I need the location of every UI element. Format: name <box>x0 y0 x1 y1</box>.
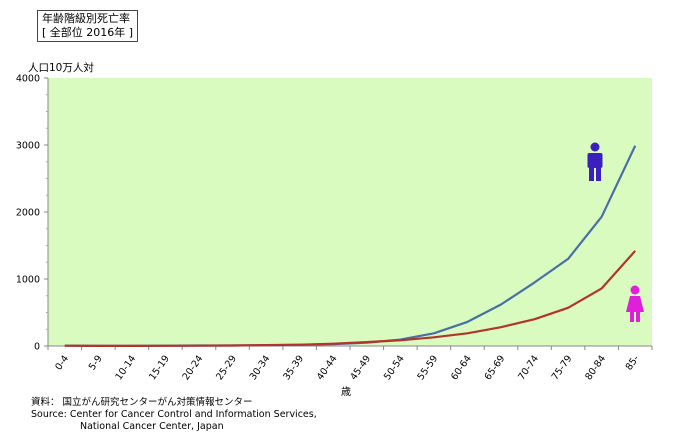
male-figure-icon <box>590 142 600 152</box>
x-tick-label: 75-79 <box>550 353 575 382</box>
male-figure-icon <box>587 153 603 168</box>
y-axis-label: 人口10万人対 <box>28 62 94 74</box>
y-tick-label: 1000 <box>16 275 40 286</box>
chart-title-line-1: 年齢階級別死亡率 <box>42 12 130 25</box>
x-tick-label: 15-19 <box>147 353 172 382</box>
x-tick-label: 10-14 <box>113 353 138 382</box>
x-axis-label: 歳 <box>341 387 351 398</box>
source-line-3: National Cancer Center, Japan <box>80 421 224 432</box>
female-figure-icon <box>630 312 634 322</box>
male-figure-icon <box>596 167 601 181</box>
source-line-1: 資料： 国立がん研究センターがん対策情報センター <box>31 397 253 408</box>
female-figure-icon <box>630 285 640 295</box>
female-series-line <box>64 250 637 347</box>
x-tick-label: 60-64 <box>449 353 474 382</box>
x-tick-label: 80-84 <box>583 353 608 382</box>
female-figure-icon <box>626 296 644 312</box>
x-tick-label: 25-29 <box>214 353 239 382</box>
x-tick-label: 30-34 <box>248 353 273 382</box>
x-tick-label: 85- <box>624 353 642 372</box>
x-tick-label: 70-74 <box>516 353 541 382</box>
male-figure-icon <box>589 167 594 181</box>
x-tick-label: 50-54 <box>382 353 407 382</box>
chart-title-line-2: [ 全部位 2016年 ] <box>42 26 134 39</box>
y-tick-label: 0 <box>34 342 40 353</box>
x-tick-label: 20-24 <box>181 353 206 382</box>
source-line-2: Source: Center for Cancer Control and In… <box>31 409 317 420</box>
x-tick-label: 65-69 <box>483 353 508 382</box>
female-figure-icon <box>636 312 640 322</box>
y-tick-label: 2000 <box>16 208 40 219</box>
x-tick-label: 5-9 <box>87 353 105 372</box>
x-tick-label: 45-49 <box>348 353 373 382</box>
chart-title: 年齢階級別死亡率 [ 全部位 2016年 ] <box>37 10 139 42</box>
x-tick-label: 0-4 <box>53 353 71 372</box>
x-tick-label: 55-59 <box>415 353 440 382</box>
x-tick-label: 40-44 <box>315 353 340 382</box>
x-tick-label: 35-39 <box>281 353 306 382</box>
y-tick-label: 3000 <box>16 141 40 152</box>
y-tick-label: 4000 <box>16 74 40 85</box>
plot-background <box>48 78 652 346</box>
